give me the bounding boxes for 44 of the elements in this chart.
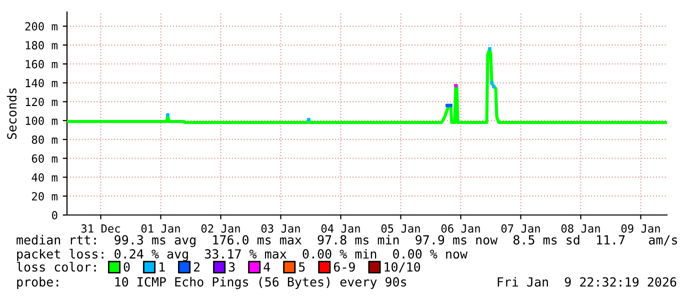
- legend-label: 6-9: [334, 262, 355, 272]
- y-tick-label: 200 m: [25, 22, 58, 31]
- point: [492, 84, 496, 88]
- x-tick-label: 31 Dec: [81, 224, 120, 233]
- x-tick-label: 02 Jan: [201, 224, 240, 233]
- y-tick-label: 140 m: [26, 78, 58, 88]
- point: [488, 47, 492, 51]
- line-series: [67, 47, 667, 124]
- point: [449, 104, 452, 108]
- x-tick-label: 01 Jan: [141, 224, 180, 233]
- x-tick-label: 07 Jan: [501, 224, 540, 233]
- legend-label: 10/10: [384, 262, 420, 273]
- legend-label: 1: [160, 262, 165, 272]
- y-tick-label: 80 m: [32, 135, 58, 144]
- y-tick-label: 180 m: [26, 41, 58, 50]
- point: [307, 118, 310, 122]
- point: [454, 84, 458, 88]
- text: packet loss: 0.24 % avg 33.17 % max 0.00 % min 0.00 % now: [17, 248, 468, 262]
- legend-label: 5: [299, 262, 305, 272]
- text: probe: 10 ICMP Echo Pings (56 Bytes) every 90s: [17, 276, 406, 290]
- y-tick-label: 0: [52, 211, 58, 220]
- y-tick-label: 120 m: [26, 98, 58, 106]
- legend-label: 2: [194, 262, 200, 272]
- x-tick-label: 09 Jan: [621, 224, 660, 233]
- point: [446, 104, 449, 108]
- x-tick-label: 06 Jan: [441, 224, 480, 233]
- y-tick-label: 40 m: [32, 173, 58, 182]
- legend-title: loss color:: [16, 262, 96, 272]
- x-tick-label: 08 Jan: [561, 224, 600, 233]
- y-tick-label: 160 m: [26, 60, 58, 68]
- text: median rtt: 99.3 ms avg 176.0 ms max 97.8 ms min 97.9 ms now 8.5 ms sd 11.7 am/s: [16, 234, 678, 248]
- point: [490, 81, 494, 85]
- y-axis-title: Seconds: [6, 88, 17, 139]
- y-tick-label: 60 m: [32, 154, 58, 163]
- y-tick-label: 100 m: [26, 116, 58, 125]
- x-tick-label: 05 Jan: [381, 224, 420, 233]
- legend-label: 3: [228, 262, 235, 272]
- legend-label: 0: [124, 262, 130, 272]
- legend-label: 4: [264, 262, 270, 272]
- x-tick-label: 03 Jan: [261, 224, 300, 233]
- point: [166, 113, 170, 117]
- x-tick-label: 04 Jan: [321, 224, 360, 233]
- y-tick-label: 20 m: [32, 192, 58, 201]
- text: Fri Jan 9 22:32:19 2026: [498, 276, 676, 287]
